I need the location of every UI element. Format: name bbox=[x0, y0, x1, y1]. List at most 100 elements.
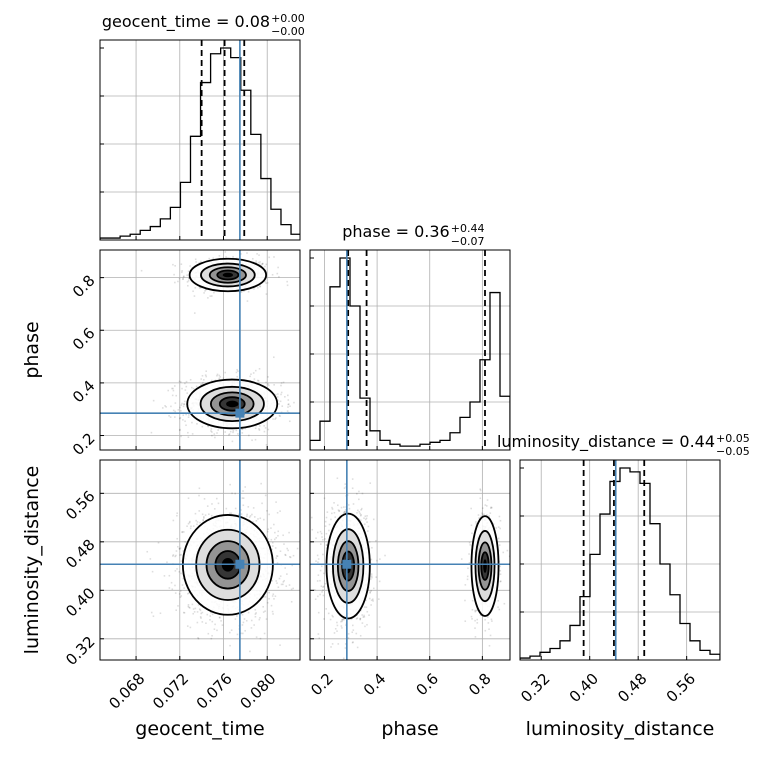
panel-luminosity-distance-vs-phase-sample-point bbox=[499, 519, 502, 522]
panel-luminosity-distance-vs-geocent-time-sample-point bbox=[211, 503, 213, 505]
hist-luminosity-distance-title: luminosity_distance = 0.44 bbox=[497, 432, 715, 452]
panel-phase-vs-geocent-time-sample-point bbox=[178, 277, 181, 280]
panel-luminosity-distance-vs-geocent-time-sample-point bbox=[206, 505, 209, 507]
panel-luminosity-distance-vs-geocent-time-sample-point bbox=[196, 621, 199, 624]
panel-luminosity-distance-vs-geocent-time-sample-point bbox=[263, 632, 266, 635]
panel-luminosity-distance-vs-phase-sample-point bbox=[356, 617, 359, 619]
panel-phase-vs-geocent-time-sample-point bbox=[188, 277, 190, 279]
panel-phase-vs-geocent-time-sample-point bbox=[180, 263, 183, 265]
panel-luminosity-distance-vs-phase-sample-point bbox=[499, 569, 502, 572]
panel-luminosity-distance-vs-geocent-time-sample-point bbox=[178, 548, 181, 550]
panel-luminosity-distance-vs-geocent-time-sample-point bbox=[272, 593, 275, 596]
panel-luminosity-distance-vs-phase-sample-point bbox=[317, 633, 320, 635]
panel-luminosity-distance-vs-phase-sample-point bbox=[460, 558, 463, 560]
panel-phase-vs-geocent-time-sample-point bbox=[179, 417, 182, 419]
panel-luminosity-distance-vs-geocent-time-sample-point bbox=[208, 513, 210, 516]
panel-phase-vs-geocent-time-sample-point bbox=[218, 377, 221, 380]
panel-luminosity-distance-vs-phase-sample-point bbox=[331, 614, 334, 617]
panel-phase-vs-geocent-time-sample-point bbox=[201, 374, 204, 377]
panel-luminosity-distance-vs-phase-sample-point bbox=[366, 515, 368, 517]
panel-phase-vs-geocent-time-sample-point bbox=[287, 403, 289, 406]
panel-phase-vs-geocent-time-sample-point bbox=[182, 278, 184, 281]
panel-phase-vs-geocent-time-sample-point bbox=[263, 430, 266, 433]
panel-luminosity-distance-vs-phase-sample-point bbox=[370, 604, 372, 606]
panel-luminosity-distance-vs-geocent-time-sample-point bbox=[282, 534, 284, 537]
panel-luminosity-distance-vs-phase-sample-point bbox=[384, 554, 386, 557]
panel-phase-vs-geocent-time-sample-point bbox=[182, 414, 185, 417]
panel-luminosity-distance-vs-geocent-time-sample-point bbox=[265, 618, 268, 620]
panel-luminosity-distance-vs-geocent-time-sample-point bbox=[217, 502, 220, 505]
panel-phase-vs-geocent-time-sample-point bbox=[237, 370, 239, 372]
panel-luminosity-distance-vs-phase-sample-point bbox=[474, 619, 476, 622]
panel-luminosity-distance-vs-phase-sample-point bbox=[360, 519, 362, 522]
panel-phase-vs-geocent-time-sample-point bbox=[202, 379, 205, 381]
panel-phase-vs-geocent-time-sample-point bbox=[261, 263, 263, 266]
panel-luminosity-distance-vs-phase-sample-point bbox=[324, 525, 327, 527]
panel-phase-vs-geocent-time-sample-point bbox=[231, 440, 234, 443]
panel-luminosity-distance-vs-geocent-time-sample-point bbox=[172, 555, 174, 557]
panel-phase-vs-geocent-time-sample-point bbox=[178, 380, 181, 383]
panel-phase-vs-geocent-time-sample-point bbox=[170, 405, 172, 408]
panel-luminosity-distance-vs-phase-sample-point bbox=[322, 553, 324, 556]
panel-luminosity-distance-vs-geocent-time-sample-point bbox=[254, 608, 257, 611]
panel-luminosity-distance-vs-geocent-time-sample-point bbox=[263, 595, 265, 598]
panel-phase-vs-geocent-time-sample-point bbox=[200, 378, 203, 380]
panel-luminosity-distance-vs-geocent-time-sample-point bbox=[275, 557, 278, 559]
panel-phase-vs-geocent-time-sample-point bbox=[305, 406, 307, 408]
panel-luminosity-distance-vs-phase-sample-point bbox=[483, 513, 485, 516]
panel-luminosity-distance-vs-phase-sample-point bbox=[352, 503, 355, 505]
panel-phase-vs-geocent-time-sample-point bbox=[177, 409, 180, 411]
panel-luminosity-distance-vs-phase-sample-point bbox=[467, 567, 469, 570]
panel-luminosity-distance-vs-geocent-time-sample-point bbox=[219, 616, 221, 619]
panel-phase-vs-geocent-time-sample-point bbox=[185, 385, 188, 388]
panel-luminosity-distance-vs-phase-sample-point bbox=[344, 643, 347, 645]
panel-luminosity-distance-vs-geocent-time-sample-point bbox=[172, 554, 175, 556]
panel-luminosity-distance-vs-phase-sample-point bbox=[499, 573, 502, 576]
panel-luminosity-distance-vs-phase-truth-marker bbox=[342, 559, 352, 569]
panel-phase-vs-geocent-time-sample-point bbox=[172, 263, 174, 266]
panel-phase-vs-geocent-time-sample-point bbox=[228, 433, 230, 436]
panel-luminosity-distance-vs-geocent-time-sample-point bbox=[278, 577, 281, 580]
panel-phase-vs-geocent-time-sample-point bbox=[183, 403, 185, 405]
panel-phase-vs-geocent-time-sample-point bbox=[275, 393, 277, 396]
panel-phase-vs-geocent-time-sample-point bbox=[178, 429, 181, 432]
panel-luminosity-distance-vs-phase-sample-point bbox=[323, 497, 326, 500]
ytick-label-phase-3: 0.8 bbox=[69, 271, 99, 301]
panel-luminosity-distance-vs-phase-sample-point bbox=[499, 580, 502, 583]
panel-luminosity-distance-vs-phase-sample-point bbox=[323, 572, 325, 575]
panel-phase-vs-geocent-time-sample-point bbox=[277, 266, 279, 269]
panel-luminosity-distance-vs-geocent-time-sample-point bbox=[230, 629, 233, 631]
panel-phase-vs-geocent-time-sample-point bbox=[182, 419, 184, 421]
ytick-label-luminosity-distance-2: 0.48 bbox=[62, 536, 98, 572]
panel-phase-vs-geocent-time-sample-point bbox=[187, 284, 189, 287]
xaxis-label-phase: phase bbox=[381, 718, 438, 740]
panel-luminosity-distance-vs-geocent-time-sample-point bbox=[179, 554, 181, 556]
panel-luminosity-distance-vs-geocent-time-sample-point bbox=[203, 516, 205, 518]
panel-phase-vs-geocent-time-sample-point bbox=[202, 382, 204, 384]
panel-luminosity-distance-vs-geocent-time-sample-point bbox=[229, 631, 231, 634]
panel-luminosity-distance-vs-phase-sample-point bbox=[319, 593, 321, 596]
panel-luminosity-distance-vs-phase-sample-point bbox=[369, 592, 371, 594]
panel-luminosity-distance-vs-geocent-time-sample-point bbox=[188, 606, 190, 609]
panel-luminosity-distance-vs-geocent-time-sample-point bbox=[271, 610, 274, 613]
xtick-label-luminosity-distance-3: 0.56 bbox=[663, 670, 699, 706]
panel-luminosity-distance-vs-geocent-time-sample-point bbox=[264, 596, 267, 598]
panel-phase-vs-geocent-time-sample-point bbox=[187, 416, 190, 419]
panel-phase-vs-geocent-time-sample-point bbox=[275, 417, 277, 419]
panel-luminosity-distance-vs-phase-sample-point bbox=[477, 514, 480, 516]
panel-phase-vs-geocent-time-sample-point bbox=[255, 424, 257, 427]
panel-phase-vs-geocent-time-sample-point bbox=[258, 254, 260, 256]
panel-luminosity-distance-vs-geocent-time-sample-point bbox=[268, 513, 270, 516]
xaxis-label-luminosity-distance: luminosity_distance bbox=[526, 718, 715, 740]
panel-phase-vs-geocent-time-sample-point bbox=[219, 456, 221, 458]
panel-luminosity-distance-vs-geocent-time-sample-point bbox=[166, 561, 168, 564]
panel-phase-vs-geocent-time-sample-point bbox=[264, 427, 267, 429]
panel-phase-vs-geocent-time-sample-point bbox=[232, 255, 234, 258]
panel-luminosity-distance-vs-geocent-time-sample-point bbox=[151, 570, 154, 573]
panel-luminosity-distance-vs-geocent-time-sample-point bbox=[176, 568, 178, 570]
panel-luminosity-distance-vs-phase-sample-point bbox=[321, 536, 323, 538]
panel-phase-vs-geocent-time-sample-point bbox=[181, 402, 183, 405]
panel-luminosity-distance-vs-phase-sample-point bbox=[355, 632, 358, 635]
panel-phase-vs-geocent-time-sample-point bbox=[287, 399, 290, 401]
